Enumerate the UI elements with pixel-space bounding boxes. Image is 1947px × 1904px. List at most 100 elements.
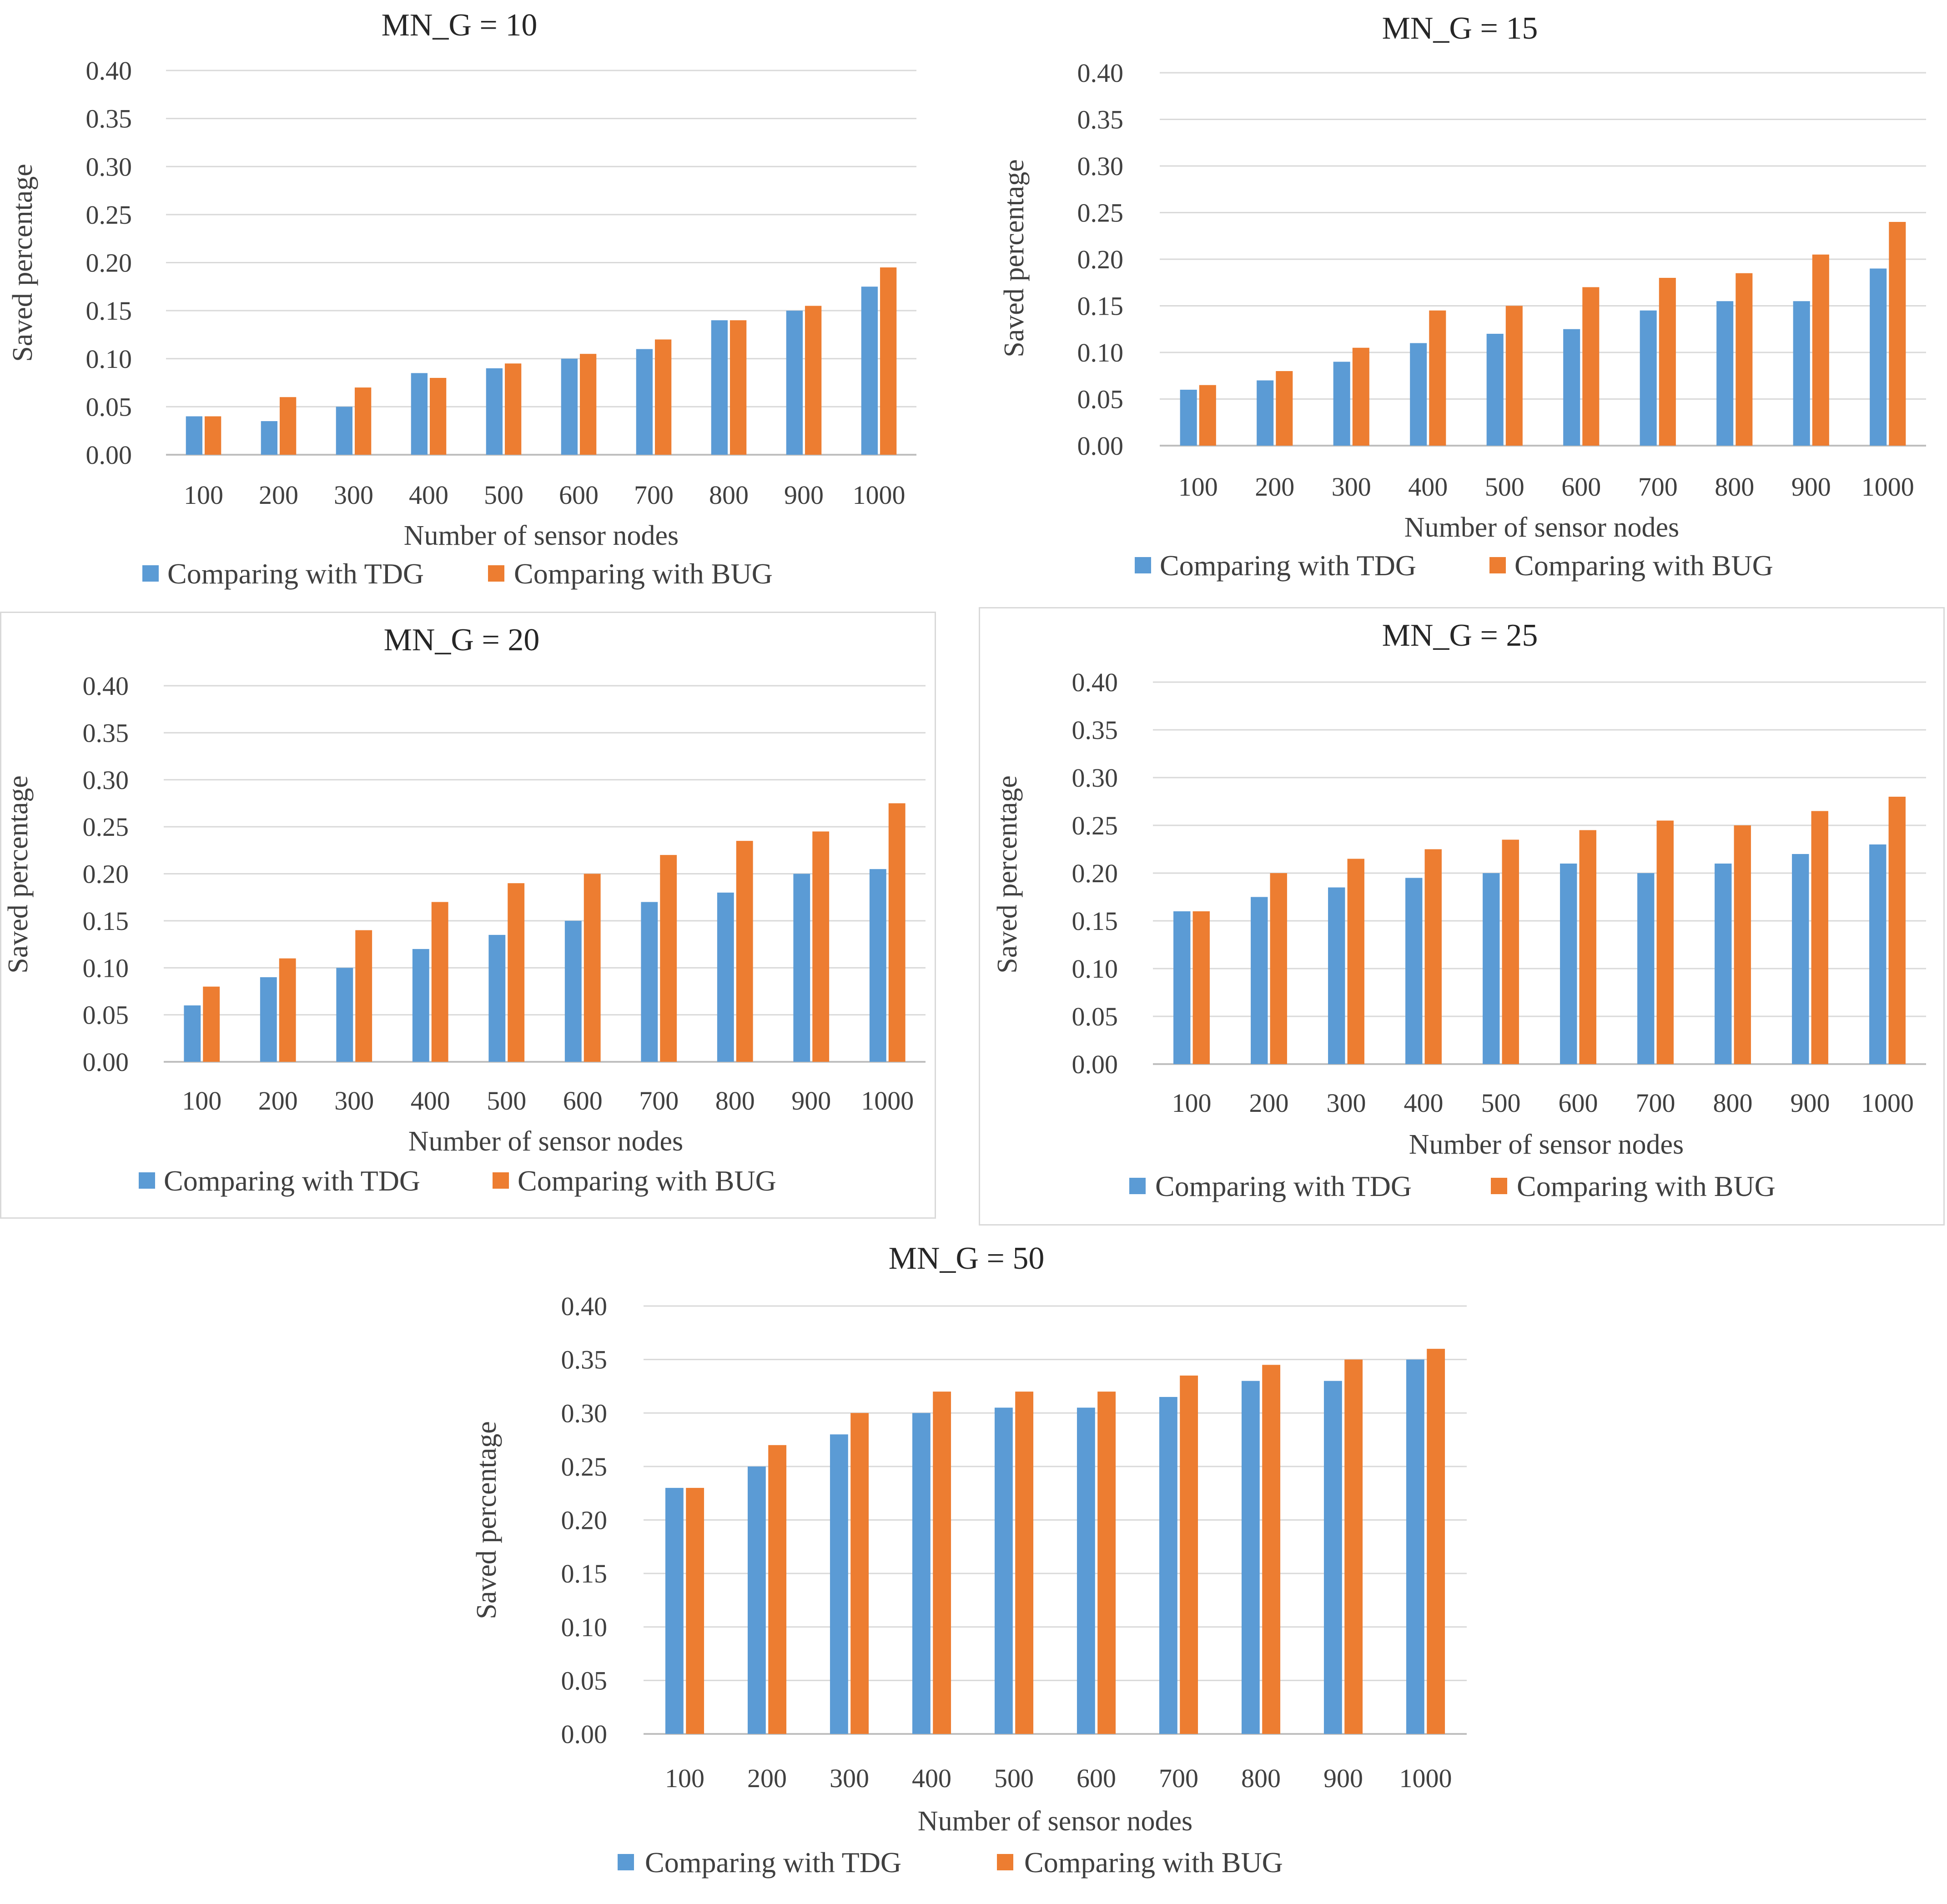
bar-bug-800 (1262, 1365, 1281, 1734)
chart-title: MN_G = 15 (1382, 11, 1538, 46)
bar-tdg-600 (1560, 864, 1577, 1064)
legend-swatch (1135, 557, 1151, 573)
x-tick-label: 900 (784, 480, 824, 510)
bar-tdg-500 (488, 934, 506, 1062)
bar-bug-900 (812, 831, 830, 1062)
bar-tdg-100 (186, 416, 203, 455)
legend-swatch (142, 565, 159, 582)
bar-bug-500 (1505, 306, 1523, 446)
legend-entry: Comparing with TDG (645, 1846, 901, 1879)
bar-tdg-700 (1159, 1397, 1177, 1734)
x-axis-label: Number of sensor nodes (918, 1806, 1192, 1837)
x-tick-label: 900 (1323, 1763, 1363, 1793)
y-tick-label: 0.15 (83, 906, 129, 936)
y-tick-label: 0.05 (83, 1000, 129, 1030)
bar-tdg-1000 (1870, 268, 1887, 446)
y-tick-label: 0.25 (1077, 198, 1124, 228)
chart-mng15: MN_G = 15 0.00 0.05 0.10 0.15 0.20 0.25 0.30 0.3… (999, 11, 1926, 582)
bar-bug-300 (1347, 859, 1364, 1064)
legend-entry: Comparing with BUG (514, 558, 773, 590)
x-tick-label: 600 (559, 480, 599, 510)
y-tick-label: 0.10 (1077, 338, 1124, 367)
y-axis-label: Saved percentage (471, 1421, 502, 1619)
y-tick-label: 0.25 (83, 812, 129, 842)
bar-tdg-500 (994, 1407, 1013, 1734)
x-tick-label: 200 (1249, 1088, 1289, 1118)
x-tick-label: 300 (334, 1086, 374, 1115)
bar-tdg-900 (1323, 1381, 1342, 1734)
y-tick-label: 0.40 (83, 671, 129, 701)
bar-tdg-400 (912, 1413, 931, 1734)
x-tick-label: 100 (1172, 1088, 1212, 1118)
bar-bug-300 (355, 930, 372, 1062)
bar-tdg-100 (1173, 911, 1191, 1064)
legend-swatch (1129, 1178, 1146, 1194)
chart-title: MN_G = 20 (384, 623, 540, 658)
bar-bug-100 (204, 416, 221, 455)
bar-bug-200 (768, 1445, 787, 1734)
bar-tdg-400 (412, 949, 429, 1062)
y-tick-label: 0.40 (1077, 58, 1124, 88)
x-tick-label: 900 (1791, 472, 1831, 502)
bar-tdg-300 (830, 1434, 848, 1734)
x-tick-label: 300 (830, 1763, 869, 1793)
bar-tdg-400 (1405, 878, 1423, 1064)
bar-tdg-200 (260, 977, 277, 1062)
bar-tdg-400 (1410, 343, 1427, 446)
bar-bug-600 (584, 874, 601, 1062)
x-tick-label: 500 (1481, 1088, 1521, 1118)
x-tick-label: 800 (709, 480, 749, 510)
x-tick-label: 400 (912, 1763, 951, 1793)
chart-mng20: MN_G = 20 0.00 0.05 0.10 0.15 0.20 0.25 0.30 0.3… (3, 623, 926, 1197)
y-tick-label: 0.40 (1072, 668, 1118, 697)
bar-tdg-1000 (861, 286, 878, 455)
bar-tdg-200 (747, 1466, 766, 1734)
chart-mng50: MN_G = 50 0.00 0.05 0.10 0.15 0.20 0.25 0.30 0.3… (471, 1241, 1467, 1879)
bar-tdg-200 (261, 421, 278, 455)
x-tick-label: 900 (791, 1086, 831, 1115)
x-tick-label: 200 (259, 480, 298, 510)
x-tick-label: 700 (634, 480, 674, 510)
chart-title: MN_G = 25 (1382, 618, 1538, 653)
bar-bug-800 (729, 320, 747, 455)
y-tick-label: 0.05 (86, 392, 132, 422)
y-tick-label: 0.25 (1072, 811, 1118, 840)
x-tick-label: 500 (994, 1763, 1034, 1793)
bar-tdg-500 (1483, 873, 1500, 1064)
y-tick-label: 0.35 (1077, 105, 1124, 135)
y-tick-label: 0.05 (1077, 385, 1124, 414)
y-tick-label: 0.00 (561, 1719, 608, 1749)
bar-tdg-900 (793, 874, 810, 1062)
y-tick-label: 0.35 (1072, 715, 1118, 745)
y-tick-label: 0.25 (86, 200, 132, 230)
legend-entry: Comparing with TDG (167, 558, 424, 590)
y-tick-label: 0.20 (83, 859, 129, 889)
y-tick-label: 0.05 (1072, 1002, 1118, 1031)
x-tick-label: 800 (1715, 472, 1754, 502)
chart-title: MN_G = 50 (889, 1241, 1045, 1276)
bar-tdg-500 (1486, 334, 1504, 446)
bar-tdg-900 (786, 311, 803, 455)
x-axis-label: Number of sensor nodes (404, 520, 679, 551)
y-tick-label: 0.20 (561, 1506, 608, 1535)
x-tick-label: 400 (1408, 472, 1448, 502)
x-tick-label: 100 (182, 1086, 221, 1115)
bar-bug-400 (429, 378, 447, 455)
y-tick-label: 0.40 (86, 56, 132, 85)
y-axis-label: Saved percentage (3, 775, 34, 973)
chart-mng25: MN_G = 25 0.00 0.05 0.10 0.15 0.20 0.25 0.30 0.3… (992, 618, 1926, 1202)
legend-entry: Comparing with BUG (1024, 1846, 1283, 1879)
bar-bug-400 (1424, 849, 1442, 1064)
bar-bug-600 (579, 354, 597, 455)
bar-tdg-800 (1716, 301, 1734, 446)
bar-bug-300 (354, 387, 372, 455)
x-tick-label: 200 (258, 1086, 298, 1115)
x-tick-label: 500 (484, 480, 523, 510)
x-tick-label: 100 (184, 480, 223, 510)
y-tick-label: 0.35 (86, 104, 132, 134)
y-tick-label: 0.00 (1077, 431, 1124, 461)
bar-tdg-600 (1077, 1407, 1095, 1734)
bar-tdg-900 (1793, 301, 1810, 446)
x-tick-label: 300 (1327, 1088, 1366, 1118)
y-tick-label: 0.15 (561, 1559, 608, 1588)
